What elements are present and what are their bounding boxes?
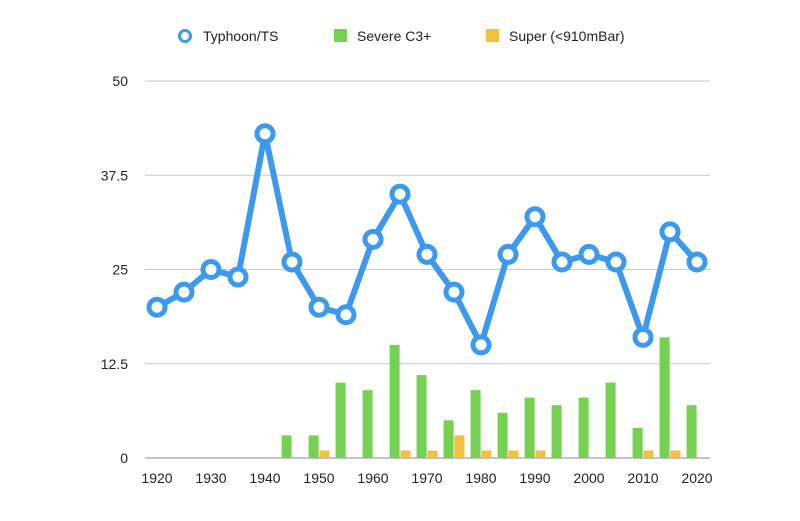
super-bar: [400, 450, 411, 458]
typhoon-point: [497, 243, 519, 265]
typhoon-point: [578, 243, 600, 265]
typhoon-point: [146, 296, 168, 318]
grid: [145, 80, 710, 459]
x-tick-label: 2010: [627, 470, 658, 486]
severe-bar: [578, 397, 589, 458]
typhoon-point: [686, 251, 708, 273]
legend-marker-typhoon-icon: [178, 29, 192, 43]
x-tick-label: 1950: [303, 470, 334, 486]
x-tick-label: 2020: [681, 470, 712, 486]
y-tick-label: 50: [112, 73, 128, 89]
legend-label-super: Super (<910mBar): [509, 28, 625, 44]
severe-bar: [416, 375, 427, 458]
severe-bar: [524, 397, 535, 458]
typhoon-point: [632, 326, 654, 348]
legend-item-severe[interactable]: Severe C3+: [334, 28, 431, 44]
typhoon-point: [227, 266, 249, 288]
super-bar: [319, 450, 330, 458]
severe-bar: [659, 337, 670, 458]
severe-bar: [389, 344, 400, 458]
super-bar: [670, 450, 681, 458]
y-tick-label: 25: [112, 262, 128, 278]
legend-label-severe: Severe C3+: [357, 28, 431, 44]
super-bar: [643, 450, 654, 458]
typhoon-point: [605, 251, 627, 273]
legend-swatch-severe-icon: [334, 29, 347, 42]
legend-label-typhoon: Typhoon/TS: [203, 28, 279, 44]
x-tick-label: 1940: [249, 470, 280, 486]
severe-bar: [497, 412, 508, 458]
x-axis-labels: 1920 1930 1940 1950 1960 1970 1980 1990 2000 2010…: [141, 470, 712, 486]
y-tick-label: 37.5: [101, 167, 128, 183]
typhoon-point: [389, 183, 411, 205]
x-tick-label: 1930: [195, 470, 226, 486]
typhoon-point: [362, 228, 384, 250]
typhoon-point: [254, 123, 276, 145]
typhoon-line: [154, 130, 700, 348]
bars: [281, 337, 697, 458]
typhoon-point: [281, 251, 303, 273]
typhoon-point: [308, 296, 330, 318]
legend-item-super[interactable]: Super (<910mBar): [486, 28, 625, 44]
x-tick-label: 1960: [357, 470, 388, 486]
y-tick-label: 12.5: [101, 356, 128, 372]
severe-bar: [335, 382, 346, 458]
y-tick-label: 0: [120, 450, 128, 466]
y-axis-labels: 0 12.5 25 37.5 50: [101, 73, 128, 466]
x-tick-label: 1980: [465, 470, 496, 486]
legend-item-typhoon[interactable]: Typhoon/TS: [178, 28, 279, 44]
x-tick-label: 2000: [573, 470, 604, 486]
typhoon-point: [443, 281, 465, 303]
typhoon-point: [524, 206, 546, 228]
legend-swatch-super-icon: [486, 29, 499, 42]
severe-bar: [281, 435, 292, 458]
x-tick-label: 1970: [411, 470, 442, 486]
super-bar: [454, 435, 465, 458]
severe-bar: [470, 390, 481, 458]
severe-bar: [686, 405, 697, 458]
severe-bar: [632, 427, 643, 458]
super-bar: [427, 450, 438, 458]
severe-bar: [551, 405, 562, 458]
typhoon-point: [470, 334, 492, 356]
typhoon-point: [551, 251, 573, 273]
severe-bar: [308, 435, 319, 458]
super-bar: [481, 450, 492, 458]
typhoon-point: [173, 281, 195, 303]
x-tick-label: 1990: [519, 470, 550, 486]
typhoon-point: [335, 304, 357, 326]
x-tick-label: 1920: [141, 470, 172, 486]
typhoon-line-series: [146, 123, 708, 356]
legend: Typhoon/TS Severe C3+ Super (<910mBar): [178, 28, 625, 44]
severe-bar: [362, 390, 373, 458]
typhoon-point: [200, 259, 222, 280]
typhoon-point: [416, 243, 438, 265]
super-bar: [508, 450, 519, 458]
typhoon-point: [659, 221, 681, 243]
super-bar: [535, 450, 546, 458]
severe-bar: [605, 382, 616, 458]
severe-bar: [443, 420, 454, 458]
